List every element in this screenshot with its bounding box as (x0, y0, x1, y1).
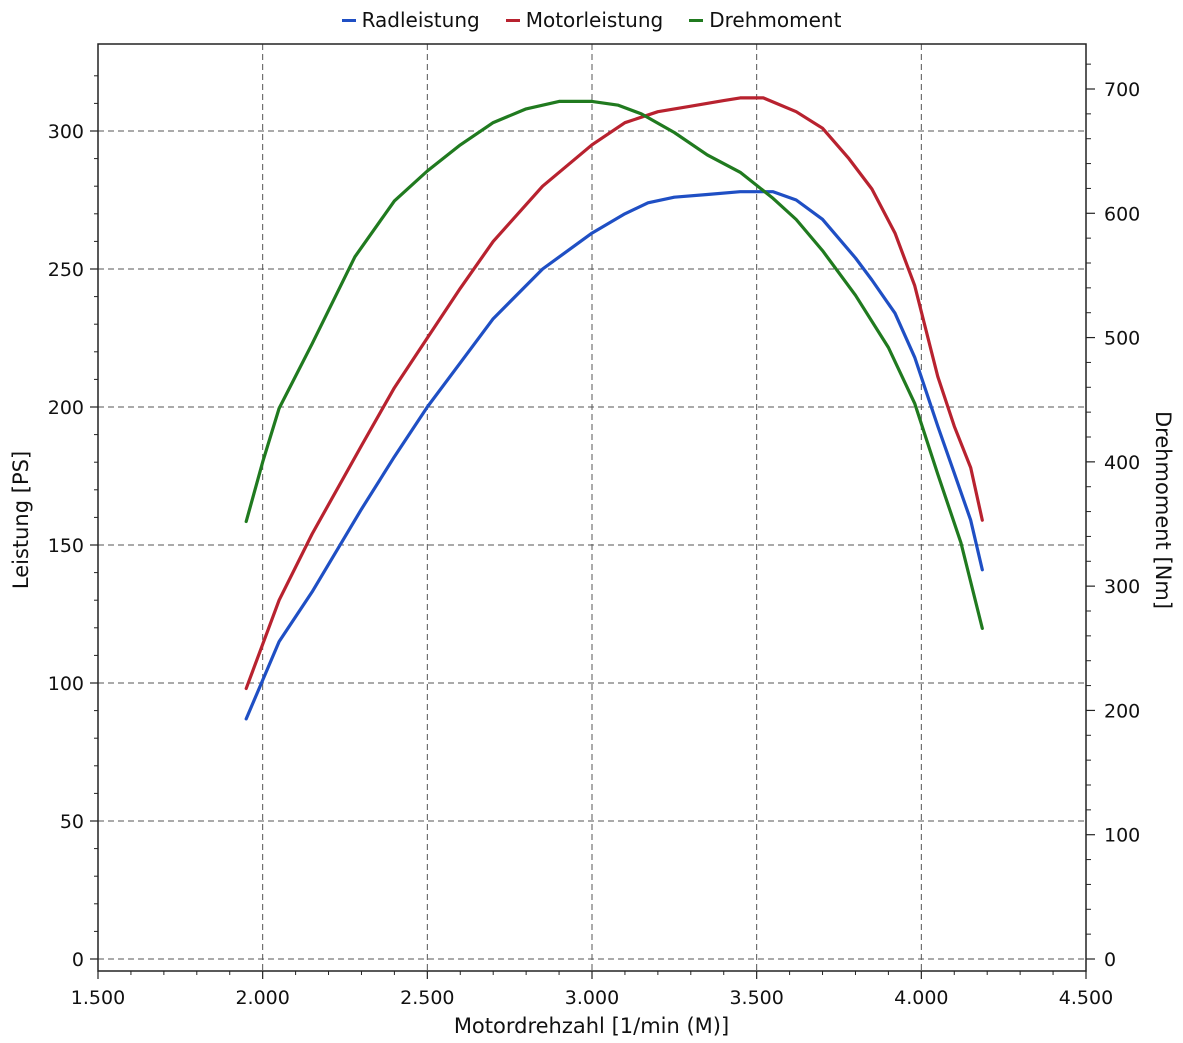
y-tick-label: 300 (48, 121, 84, 143)
x-tick-label: 4.500 (1059, 987, 1113, 1009)
series-line-motorleistung (244, 96, 984, 691)
x-tick-label: 3.000 (565, 987, 619, 1009)
y2-tick-label: 300 (1104, 576, 1140, 598)
y2-tick-label: 700 (1104, 79, 1140, 101)
y2-tick-label: 400 (1104, 452, 1140, 474)
legend-item-motorleistung: Motorleistung (505, 8, 664, 32)
y-tick-label: 150 (48, 535, 84, 557)
y-axis-title-left: Leistung [PS] (9, 450, 33, 590)
y-tick-label: 250 (48, 259, 84, 281)
y2-tick-label: 200 (1104, 700, 1140, 722)
x-tick-label: 1.500 (71, 987, 125, 1009)
legend-label-radleistung: Radleistung (361, 8, 480, 32)
y-tick-label: 50 (60, 811, 84, 833)
ticks: 1.500 2.000 2.500 3.000 3.500 4.000 4.500 0 50 10… (48, 63, 1140, 1009)
series-lines (244, 96, 984, 721)
legend-swatch-radleistung (341, 18, 356, 22)
grid (97, 44, 1087, 971)
y-tick-label: 0 (72, 949, 84, 971)
x-tick-label: 2.500 (400, 987, 454, 1009)
y2-tick-label: 100 (1104, 825, 1140, 847)
series-line-drehmoment (244, 99, 984, 631)
x-tick-label: 2.000 (235, 987, 289, 1009)
y2-tick-label: 600 (1104, 203, 1140, 225)
legend-swatch-motorleistung (505, 18, 520, 22)
legend-label-motorleistung: Motorleistung (525, 8, 664, 32)
legend-item-radleistung: Radleistung (341, 8, 480, 32)
legend-swatch-drehmoment (689, 18, 704, 22)
y-axis-title-right: Drehmoment [Nm] (1151, 410, 1175, 610)
legend-label-drehmoment: Drehmoment (709, 8, 842, 32)
y-tick-label: 200 (48, 397, 84, 419)
legend-item-drehmoment: Drehmoment (689, 8, 841, 32)
y2-tick-label: 0 (1104, 949, 1116, 971)
x-tick-label: 3.500 (729, 987, 783, 1009)
y-tick-label: 100 (48, 673, 84, 695)
x-axis-title: Motordrehzahl [1/min (M)] (453, 1014, 730, 1038)
y2-tick-label: 500 (1104, 328, 1140, 350)
series-line-radleistung (244, 190, 984, 721)
legend: Radleistung Motorleistung Drehmoment (0, 8, 1183, 32)
x-tick-label: 4.000 (894, 987, 948, 1009)
